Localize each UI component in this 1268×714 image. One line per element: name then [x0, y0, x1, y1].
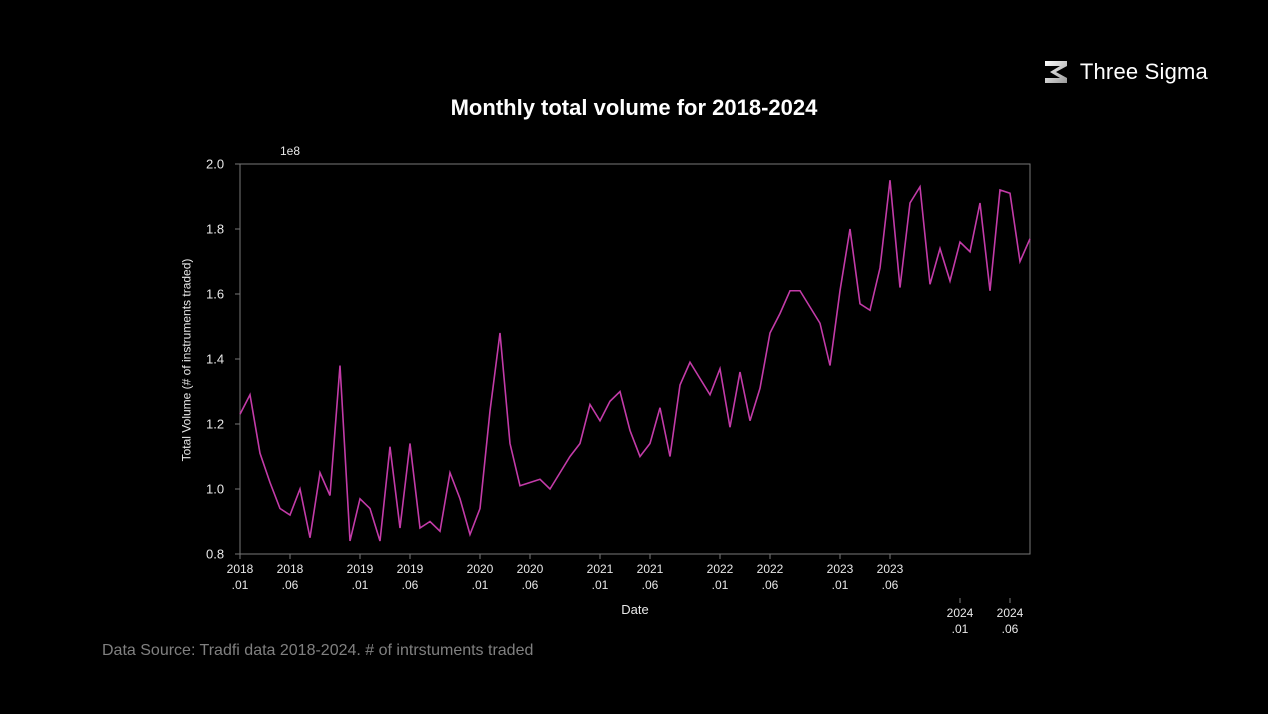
x-tick-label-offset: 2024.01 [947, 606, 974, 637]
x-tick-label: 2022.01 [707, 562, 734, 593]
volume-series [240, 180, 1030, 541]
y-tick-label: 0.8 [206, 547, 224, 562]
x-tick-label: 2023.06 [877, 562, 904, 593]
x-tick-label: 2018.01 [227, 562, 254, 593]
x-tick-label: 2019.06 [397, 562, 424, 593]
y-exponent: 1e8 [280, 144, 300, 158]
y-tick-label: 1.0 [206, 482, 224, 497]
x-tick-label: 2023.01 [827, 562, 854, 593]
y-tick-label: 1.8 [206, 222, 224, 237]
x-tick-label: 2018.06 [277, 562, 304, 593]
y-tick-label: 1.2 [206, 417, 224, 432]
x-tick-label: 2020.01 [467, 562, 494, 593]
x-axis-label: Date [621, 602, 648, 617]
y-tick-label: 2.0 [206, 157, 224, 172]
x-tick-label: 2019.01 [347, 562, 374, 593]
data-source: Data Source: Tradfi data 2018-2024. # of… [102, 642, 533, 660]
y-tick-label: 1.4 [206, 352, 224, 367]
x-tick-label: 2020.06 [517, 562, 544, 593]
x-tick-label: 2021.06 [637, 562, 664, 593]
x-tick-label: 2022.06 [757, 562, 784, 593]
y-axis-label: Total Volume (# of instruments traded) [179, 259, 193, 462]
x-tick-label-offset: 2024.06 [997, 606, 1024, 637]
x-tick-label: 2021.01 [587, 562, 614, 593]
y-tick-label: 1.6 [206, 287, 224, 302]
